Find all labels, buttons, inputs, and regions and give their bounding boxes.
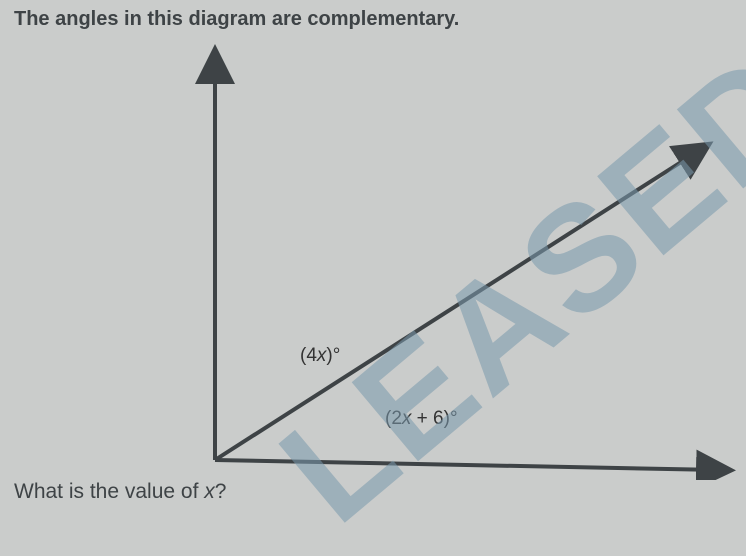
problem-statement: The angles in this diagram are complemen…	[14, 8, 459, 31]
angle1-coef: 4	[306, 345, 317, 366]
question-prefix: What is the value of	[14, 480, 204, 503]
ray-horizontal	[215, 460, 720, 470]
question-text: What is the value of x?	[14, 480, 226, 504]
angle1-var: x	[317, 345, 327, 366]
angle2-coef: 2	[391, 408, 402, 429]
question-suffix: ?	[215, 480, 227, 503]
angle-diagram: (4x)° (2x + 6)°	[0, 40, 746, 480]
diagram-svg	[0, 40, 746, 480]
question-variable: x	[204, 480, 215, 503]
angle2-const: + 6	[411, 408, 443, 429]
angle-label-lower: (2x + 6)°	[385, 408, 458, 430]
angle2-var: x	[402, 408, 412, 429]
angle-label-upper: (4x)°	[300, 345, 340, 367]
